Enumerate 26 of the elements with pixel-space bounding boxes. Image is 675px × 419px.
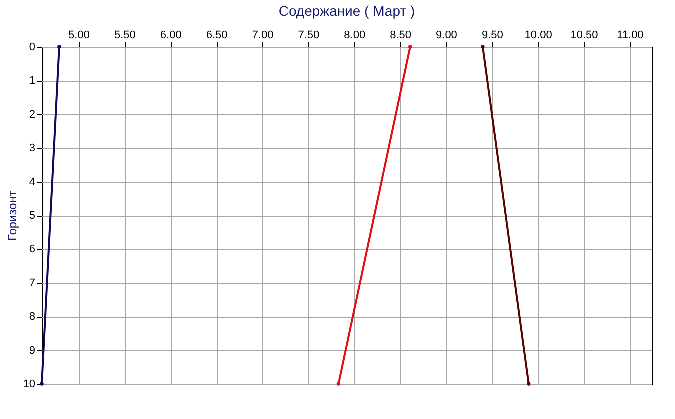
y-tick-label: 5 xyxy=(29,210,36,222)
y-tick-label: 9 xyxy=(29,344,36,357)
x-tick-label: 9.00 xyxy=(436,30,458,42)
x-tick-label: 6.50 xyxy=(206,30,228,42)
x-tick-label: 7.50 xyxy=(298,30,320,42)
x-tick-label: 8.50 xyxy=(390,30,412,42)
y-tick-label: 4 xyxy=(29,176,36,188)
y-tick-label: 1 xyxy=(29,75,36,88)
x-tick-label: 6.00 xyxy=(160,30,182,42)
x-tick-label: 10.50 xyxy=(570,30,598,42)
x-tick-label: 5.00 xyxy=(68,30,90,42)
x-tick-label: 7.00 xyxy=(252,30,274,42)
y-tick-label: 8 xyxy=(29,311,36,324)
y-tick-label: 10 xyxy=(23,378,36,390)
y-tick-label: 0 xyxy=(29,42,36,54)
y-tick-label: 7 xyxy=(29,277,36,290)
x-tick-label: 9.50 xyxy=(482,30,504,42)
y-tick-label: 3 xyxy=(29,142,36,155)
x-tick-label: 8.00 xyxy=(344,30,366,42)
x-tick-label: 10.00 xyxy=(524,30,552,42)
x-tick-label: 11.00 xyxy=(617,30,644,42)
y-axis-title: Горизонт xyxy=(5,190,20,241)
y-tick-label: 2 xyxy=(29,108,36,121)
chart-title: Содержание ( Март ) xyxy=(278,3,416,19)
x-tick-label: 5.50 xyxy=(114,30,136,42)
y-tick-label: 6 xyxy=(29,244,36,256)
